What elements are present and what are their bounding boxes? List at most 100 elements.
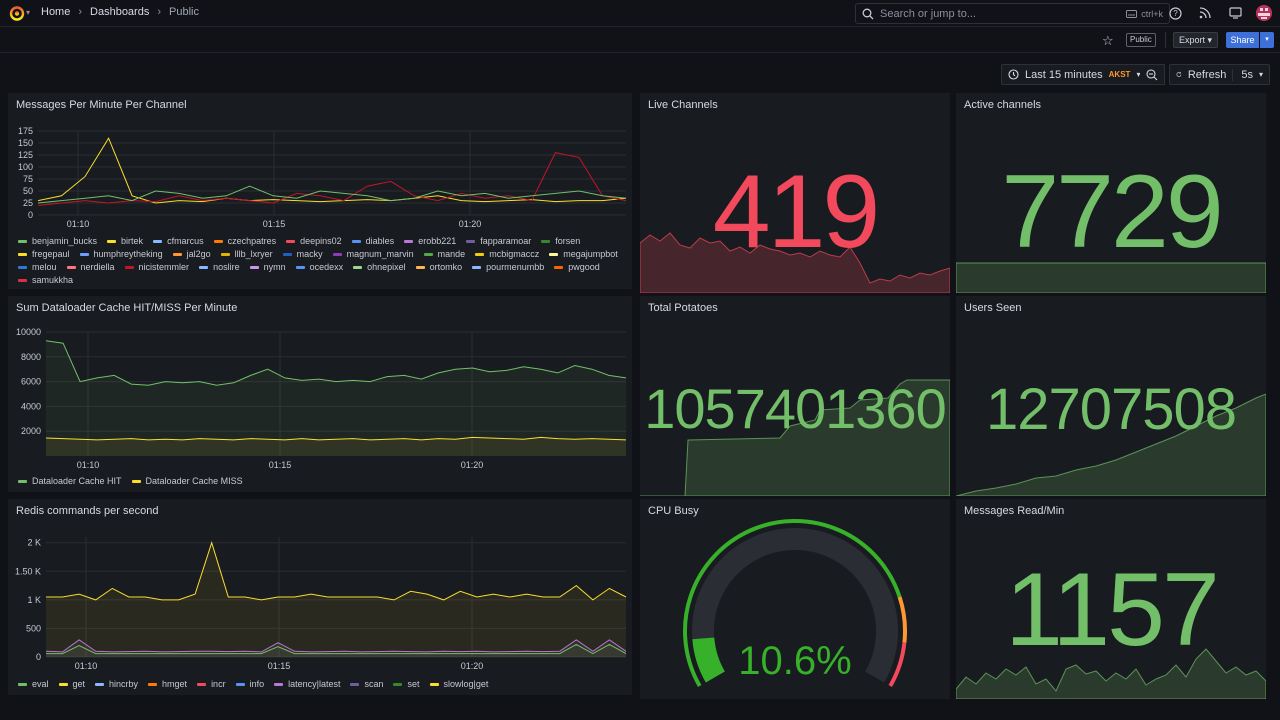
legend-item[interactable]: Dataloader Cache MISS xyxy=(131,476,243,486)
legend-item[interactable]: diables xyxy=(351,236,395,246)
legend-item[interactable]: nerdiella xyxy=(66,262,115,272)
news-feed-icon[interactable] xyxy=(1196,4,1214,22)
legend-item[interactable]: melou xyxy=(18,262,57,272)
panel-live-channels: Live Channels 419 xyxy=(640,93,950,293)
avatar[interactable] xyxy=(1256,5,1272,21)
breadcrumb-dashboards[interactable]: Dashboards xyxy=(90,6,150,18)
legend-item[interactable]: deepins02 xyxy=(286,236,342,246)
y-tick-label: 4000 xyxy=(21,401,41,411)
legend-label: diables xyxy=(365,236,395,246)
legend-item[interactable]: macky xyxy=(282,249,323,259)
legend-label: eval xyxy=(32,679,49,689)
legend-item[interactable]: humphreytheking xyxy=(79,249,163,259)
legend-item[interactable]: noslire xyxy=(199,262,240,272)
legend-label: nymn xyxy=(263,262,286,272)
x-tick-label: 01:10 xyxy=(67,219,90,229)
series-line xyxy=(46,541,627,601)
legend-label: megajumpbot xyxy=(563,249,618,259)
legend-item[interactable]: Dataloader Cache HIT xyxy=(18,476,122,486)
legend-item[interactable]: erobb221 xyxy=(404,236,456,246)
panel-active-channels: Active channels 7729 xyxy=(956,93,1266,293)
legend-item[interactable]: incr xyxy=(197,679,226,689)
legend-item[interactable]: nymn xyxy=(249,262,286,272)
sparkline xyxy=(640,232,950,293)
legend-label: forsen xyxy=(555,236,581,246)
legend-item[interactable]: pwgood xyxy=(554,262,600,272)
breadcrumb-current: Public xyxy=(169,6,199,18)
star-icon[interactable]: ☆ xyxy=(1102,33,1114,48)
legend-item[interactable]: get xyxy=(58,679,85,689)
x-tick-label: 01:10 xyxy=(75,661,98,671)
legend-item[interactable]: samukkha xyxy=(18,275,73,285)
legend-label: ohnepixel xyxy=(367,262,406,272)
legend-label: pourmenumbb xyxy=(486,262,545,272)
legend-item[interactable]: ortomko xyxy=(415,262,463,272)
refresh-button[interactable]: Refresh 5s ▾ xyxy=(1169,64,1270,85)
legend-label: ortomko xyxy=(429,262,463,272)
legend-item[interactable]: hincrby xyxy=(95,679,138,689)
dataloader-chart: 2000 4000 6000 8000 10000 01:10 01:15 01:20 xyxy=(16,327,627,470)
legend-item[interactable]: mcbigmaccz xyxy=(475,249,539,259)
legend-item[interactable]: birtek xyxy=(107,236,143,246)
zoom-out-button[interactable] xyxy=(1140,64,1165,85)
legend-item[interactable]: benjamin_bucks xyxy=(18,236,97,246)
legend-item[interactable]: czechpatres xyxy=(213,236,276,246)
refresh-interval-picker[interactable]: 5s ▾ xyxy=(1232,68,1263,81)
chart-legend: benjamin_bucks birtek cfmarcus czechpatres d… xyxy=(18,236,623,285)
legend-item[interactable]: fregepaul xyxy=(18,249,70,259)
panel-title: Sum Dataloader Cache HIT/MISS Per Minute xyxy=(16,302,238,314)
legend-item[interactable]: jal2go xyxy=(172,249,211,259)
legend-swatch xyxy=(295,265,305,269)
legend-item[interactable]: mande xyxy=(423,249,466,259)
legend-item[interactable]: info xyxy=(235,679,264,689)
legend-item[interactable]: cfmarcus xyxy=(153,236,204,246)
search-input[interactable]: Search or jump to... ctrl+k xyxy=(855,3,1170,24)
legend-item[interactable]: megajumpbot xyxy=(549,249,618,259)
legend-label: lllb_lxryer xyxy=(234,249,273,259)
legend-swatch xyxy=(235,682,245,686)
legend-item[interactable]: set xyxy=(393,679,420,689)
grafana-logo-icon[interactable] xyxy=(9,5,25,21)
legend-item[interactable]: slowlog|get xyxy=(429,679,488,689)
legend-item[interactable]: latency|latest xyxy=(274,679,340,689)
series-area xyxy=(46,437,626,456)
y-tick-label: 2 K xyxy=(27,538,41,548)
kiosk-mode-icon[interactable] xyxy=(1226,4,1244,22)
legend-item[interactable]: ocedexx xyxy=(295,262,344,272)
search-placeholder: Search or jump to... xyxy=(880,7,976,20)
share-button[interactable]: Share xyxy=(1226,32,1259,48)
y-tick-label: 125 xyxy=(18,150,33,160)
legend-item[interactable]: forsen xyxy=(541,236,580,246)
legend-item[interactable]: ohnepixel xyxy=(353,262,406,272)
y-tick-label: 500 xyxy=(26,623,41,633)
help-icon[interactable]: ? xyxy=(1166,4,1184,22)
legend-item[interactable]: hmget xyxy=(148,679,187,689)
legend-label: jal2go xyxy=(186,249,211,259)
legend-item[interactable]: fapparamoar xyxy=(466,236,531,246)
legend-label: scan xyxy=(364,679,384,689)
breadcrumb-home[interactable]: Home xyxy=(41,6,71,18)
y-tick-label: 50 xyxy=(23,186,33,196)
legend-item[interactable]: nicistemmler xyxy=(124,262,189,272)
y-tick-label: 10000 xyxy=(16,327,41,337)
gauge-arc xyxy=(692,528,898,683)
legend-label: mande xyxy=(437,249,466,259)
time-range-picker[interactable]: Last 15 minutes AKST ▾ xyxy=(1001,64,1165,85)
y-tick-label: 1.50 K xyxy=(15,566,41,576)
share-dropdown-button[interactable]: ▾ xyxy=(1260,32,1274,48)
legend-item[interactable]: lllb_lxryer xyxy=(220,249,273,259)
chevron-right-icon: › xyxy=(78,6,83,18)
legend-item[interactable]: eval xyxy=(18,679,49,689)
legend-swatch xyxy=(423,252,433,256)
legend-label: cfmarcus xyxy=(167,236,204,246)
sparkline xyxy=(956,648,1266,699)
chevron-down-icon[interactable]: ▾ xyxy=(26,8,31,17)
legend-item[interactable]: magnum_marvin xyxy=(332,249,414,259)
legend-item[interactable]: scan xyxy=(350,679,383,689)
legend-swatch xyxy=(466,239,476,243)
legend-swatch xyxy=(18,265,27,269)
legend-item[interactable]: pourmenumbb xyxy=(472,262,544,272)
legend-label: ocedexx xyxy=(309,262,344,272)
export-button[interactable]: Export ▾ xyxy=(1173,32,1219,48)
panel-title: Messages Per Minute Per Channel xyxy=(16,99,187,111)
